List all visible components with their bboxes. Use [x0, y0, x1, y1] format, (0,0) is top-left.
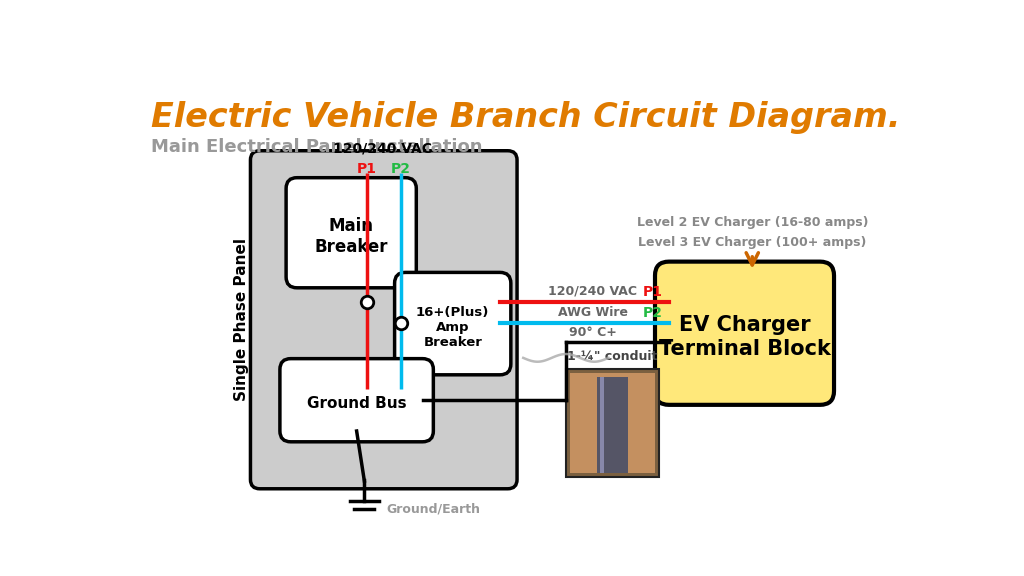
FancyBboxPatch shape: [566, 369, 658, 478]
Text: 16+(Plus)
Amp
Breaker: 16+(Plus) Amp Breaker: [416, 306, 489, 349]
Text: Main Electrical Panel Installation: Main Electrical Panel Installation: [152, 138, 482, 157]
Text: 1-¼" conduit: 1-¼" conduit: [567, 350, 657, 363]
FancyBboxPatch shape: [600, 377, 604, 473]
Text: 90° C+: 90° C+: [569, 325, 616, 339]
Text: Ground Bus: Ground Bus: [307, 396, 407, 411]
Text: P2: P2: [643, 306, 663, 320]
Text: Single Phase Panel: Single Phase Panel: [233, 238, 249, 401]
FancyBboxPatch shape: [286, 177, 417, 288]
Text: AWG Wire: AWG Wire: [558, 306, 628, 319]
Text: EV Charger
Terminal Block: EV Charger Terminal Block: [658, 316, 830, 359]
Text: Level 2 EV Charger (16-80 amps): Level 2 EV Charger (16-80 amps): [637, 216, 868, 229]
Text: P1: P1: [356, 161, 377, 176]
FancyBboxPatch shape: [569, 373, 655, 473]
Text: 120/240 VAC: 120/240 VAC: [333, 141, 432, 156]
Text: P2: P2: [391, 161, 411, 176]
Text: Main
Breaker: Main Breaker: [314, 217, 388, 256]
Text: Electric Vehicle Branch Circuit Diagram.: Electric Vehicle Branch Circuit Diagram.: [152, 101, 901, 134]
FancyBboxPatch shape: [394, 272, 511, 375]
Text: 120/240 VAC: 120/240 VAC: [549, 284, 638, 297]
Text: P1: P1: [643, 285, 663, 298]
FancyBboxPatch shape: [597, 377, 628, 473]
Text: Ground/Earth: Ground/Earth: [386, 502, 480, 516]
FancyBboxPatch shape: [280, 359, 433, 442]
FancyBboxPatch shape: [251, 151, 517, 489]
Text: Level 3 EV Charger (100+ amps): Level 3 EV Charger (100+ amps): [638, 236, 866, 248]
FancyBboxPatch shape: [655, 262, 834, 405]
